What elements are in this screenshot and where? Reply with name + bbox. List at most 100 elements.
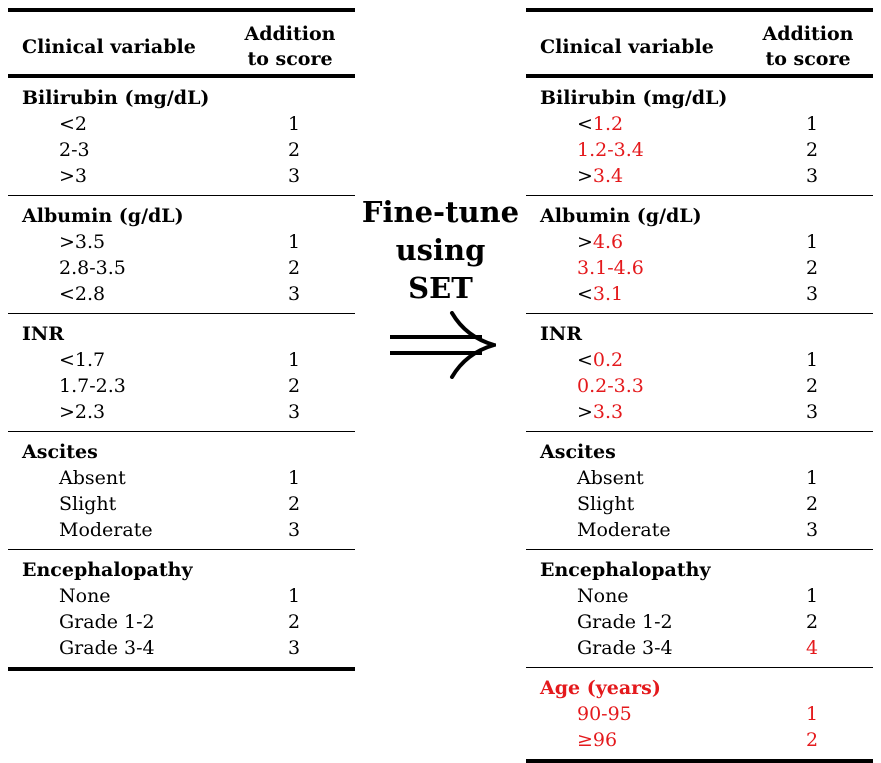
section-ascites: Ascites Absent 1 Slight 2 Moderate 3 — [8, 432, 355, 549]
row-value: 2 — [287, 257, 301, 279]
top-rule — [526, 8, 873, 12]
section-title: Bilirubin (mg/dL) — [540, 87, 728, 109]
row-label: None — [59, 585, 111, 607]
row-value: 1 — [805, 349, 819, 371]
row-label: >3 — [59, 165, 88, 187]
section-title: INR — [540, 323, 583, 345]
table-row: 90-95 1 — [526, 701, 873, 727]
table-row: Moderate 3 — [526, 517, 873, 543]
row-value: 3 — [287, 519, 301, 541]
row-value: 2 — [287, 611, 301, 633]
row-label: 2-3 — [59, 139, 90, 161]
section-divider — [526, 667, 873, 668]
section-inr: INR <1.7 1 1.7-2.3 2 >2.3 3 — [8, 314, 355, 431]
table-row: <3.1 3 — [526, 281, 873, 307]
header-addition-to-score: Addition to score — [244, 23, 336, 70]
section-title: Age (years) — [540, 677, 661, 699]
row-value: 2 — [805, 257, 819, 279]
row-value: 1 — [805, 703, 819, 725]
header-clinical-variable: Clinical variable — [22, 36, 196, 58]
row-value: 2 — [287, 493, 301, 515]
table-row: None 1 — [526, 583, 873, 609]
row-label: None — [577, 585, 629, 607]
row-value: 1 — [805, 113, 819, 135]
table-row: >3 3 — [8, 163, 355, 189]
row-label: <2 — [59, 113, 88, 135]
row-label: <0.2 — [577, 349, 624, 371]
table-row: Absent 1 — [526, 465, 873, 491]
row-label: >3.5 — [59, 231, 106, 253]
row-label: Slight — [59, 493, 117, 515]
row-label: Grade 3-4 — [59, 637, 155, 659]
row-label: 2.8-3.5 — [59, 257, 126, 279]
section-divider — [8, 313, 355, 314]
table-header: Clinical variable Addition to score — [526, 12, 873, 74]
row-label: Absent — [577, 467, 644, 489]
table-row: Grade 1-2 2 — [8, 609, 355, 635]
table-row: >4.6 1 — [526, 229, 873, 255]
row-value: 3 — [805, 165, 819, 187]
section-age: Age (years) 90-95 1 ≥96 2 — [526, 668, 873, 759]
row-label: Grade 1-2 — [577, 611, 673, 633]
row-value: 1 — [287, 467, 301, 489]
row-label: Moderate — [59, 519, 153, 541]
row-value: 2 — [287, 375, 301, 397]
header-addition-to-score: Addition to score — [762, 23, 854, 70]
row-value: 1 — [287, 113, 301, 135]
row-value: 1 — [287, 585, 301, 607]
row-value: 2 — [805, 139, 819, 161]
row-label: <1.7 — [59, 349, 106, 371]
row-label: Absent — [59, 467, 126, 489]
row-label: 3.1-4.6 — [577, 257, 644, 279]
header-clinical-variable: Clinical variable — [540, 36, 714, 58]
row-value: 2 — [805, 493, 819, 515]
fine-tuned-score-table: Clinical variable Addition to score Bili… — [526, 8, 873, 763]
row-label: <3.1 — [577, 283, 624, 305]
top-rule — [8, 8, 355, 12]
section-albumin: Albumin (g/dL) >3.5 1 2.8-3.5 2 <2.8 3 — [8, 196, 355, 313]
table-row: 2.8-3.5 2 — [8, 255, 355, 281]
row-value: 3 — [805, 519, 819, 541]
section-divider — [8, 431, 355, 432]
row-value: 3 — [805, 283, 819, 305]
table-row: Slight 2 — [526, 491, 873, 517]
section-divider — [526, 313, 873, 314]
table-row: <2 1 — [8, 111, 355, 137]
bottom-rule — [526, 759, 873, 763]
row-value: 2 — [805, 611, 819, 633]
fine-tune-label: Fine-tune using SET — [361, 195, 520, 305]
section-ascites: Ascites Absent 1 Slight 2 Moderate 3 — [526, 432, 873, 549]
table-row: Absent 1 — [8, 465, 355, 491]
section-title: Encephalopathy — [540, 559, 711, 581]
section-inr: INR <0.2 1 0.2-3.3 2 >3.3 3 — [526, 314, 873, 431]
row-label: ≥96 — [577, 729, 618, 751]
table-row: <0.2 1 — [526, 347, 873, 373]
section-divider — [526, 431, 873, 432]
section-divider — [8, 195, 355, 196]
table-row: 3.1-4.6 2 — [526, 255, 873, 281]
section-encephalopathy: Encephalopathy None 1 Grade 1-2 2 Grade 3-… — [526, 550, 873, 667]
row-label: Grade 1-2 — [59, 611, 155, 633]
table-row: 0.2-3.3 2 — [526, 373, 873, 399]
table-row: >3.3 3 — [526, 399, 873, 425]
row-value: 1 — [805, 585, 819, 607]
table-row: Grade 3-4 4 — [526, 635, 873, 661]
row-label: <1.2 — [577, 113, 624, 135]
row-label: Slight — [577, 493, 635, 515]
row-label: 0.2-3.3 — [577, 375, 644, 397]
original-score-table: Clinical variable Addition to score Bili… — [8, 8, 355, 671]
row-value: 3 — [287, 165, 301, 187]
row-value: 1 — [287, 231, 301, 253]
table-row: <2.8 3 — [8, 281, 355, 307]
table-row: >2.3 3 — [8, 399, 355, 425]
section-divider — [526, 549, 873, 550]
table-row: 1.7-2.3 2 — [8, 373, 355, 399]
table-row: 1.2-3.4 2 — [526, 137, 873, 163]
table-row: <1.2 1 — [526, 111, 873, 137]
row-label: >3.3 — [577, 401, 624, 423]
row-value: 3 — [805, 401, 819, 423]
row-label: 90-95 — [577, 703, 632, 725]
row-label: Moderate — [577, 519, 671, 541]
header-rule — [8, 74, 355, 78]
section-bilirubin: Bilirubin (mg/dL) <2 1 2-3 2 >3 3 — [8, 78, 355, 195]
